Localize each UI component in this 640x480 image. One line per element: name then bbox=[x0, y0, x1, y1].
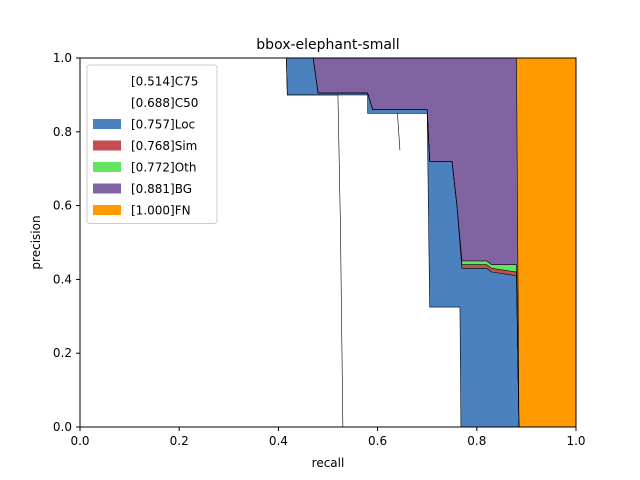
legend-label: [0.688]C50 bbox=[131, 96, 198, 110]
legend-label: [0.514]C75 bbox=[131, 75, 198, 89]
y-axis-label: precision bbox=[29, 215, 43, 269]
y-tick-label: 1.0 bbox=[53, 51, 72, 65]
legend-swatch bbox=[93, 140, 121, 151]
y-axis: 0.0 0.2 0.4 0.6 0.8 1.0 bbox=[53, 51, 80, 434]
x-tick-label: 1.0 bbox=[566, 434, 585, 448]
x-axis: 0.0 0.2 0.4 0.6 0.8 1.0 bbox=[70, 427, 586, 448]
x-tick-label: 0.4 bbox=[269, 434, 288, 448]
legend-swatch bbox=[93, 183, 121, 194]
y-tick-label: 0.4 bbox=[53, 272, 72, 286]
legend-label: [1.000]FN bbox=[131, 204, 191, 218]
legend-swatch bbox=[93, 119, 121, 129]
legend-swatch bbox=[93, 205, 121, 215]
legend-label: [0.772]Oth bbox=[131, 161, 196, 175]
x-tick-label: 0.0 bbox=[70, 434, 89, 448]
legend-swatch bbox=[93, 97, 121, 108]
x-tick-label: 0.2 bbox=[170, 434, 189, 448]
x-tick-label: 0.8 bbox=[467, 434, 486, 448]
chart-title: bbox-elephant-small bbox=[256, 37, 399, 53]
legend: [0.514]C75 [0.688]C50 [0.757]Loc [0.768]Sim… bbox=[86, 64, 218, 224]
x-tick-label: 0.6 bbox=[368, 434, 387, 448]
legend-label: [0.768]Sim bbox=[131, 139, 197, 153]
legend-swatch bbox=[93, 76, 121, 86]
curve-line-1 bbox=[80, 57, 576, 428]
legend-label: [0.757]Loc bbox=[131, 118, 195, 132]
legend-label: [0.881]BG bbox=[131, 182, 192, 196]
y-tick-label: 0.6 bbox=[53, 199, 72, 213]
y-tick-label: 0.0 bbox=[53, 420, 72, 434]
x-axis-label: recall bbox=[312, 456, 345, 470]
y-tick-label: 0.8 bbox=[53, 125, 72, 139]
y-tick-label: 0.2 bbox=[53, 346, 72, 360]
curve-line-4 bbox=[80, 57, 576, 428]
plot-frame bbox=[79, 57, 577, 428]
legend-swatch bbox=[93, 162, 121, 172]
